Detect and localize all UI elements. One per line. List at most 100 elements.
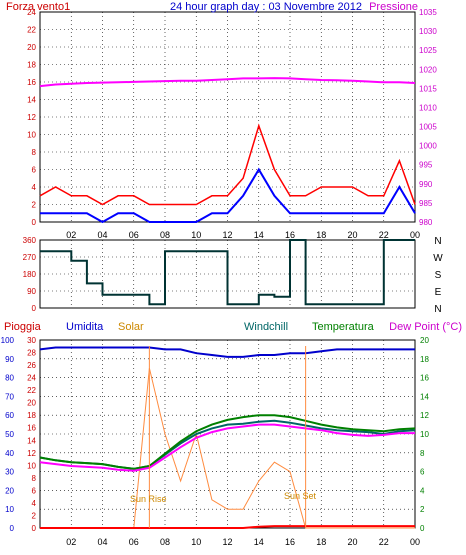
temperature-tick-label: 16 bbox=[420, 374, 429, 383]
humidity-axis: 0 10 20 30 40 50 60 70 80 90 100 bbox=[1, 336, 15, 533]
temperature-tick-label: 18 bbox=[420, 355, 429, 364]
wind-speed-tick-label: 16 bbox=[27, 78, 36, 87]
wind-speed-tick-label: 20 bbox=[27, 43, 36, 52]
wind-direction-degree-tick-label: 180 bbox=[23, 270, 37, 279]
compass-tick-label: E bbox=[435, 287, 442, 298]
x-tick-label: 18 bbox=[316, 230, 326, 240]
temperature-humidity-x-axis: 02 04 06 08 10 12 14 16 18 20 22 00 bbox=[66, 537, 420, 547]
rain-tick-label: 26 bbox=[27, 361, 36, 370]
x-tick-label: 06 bbox=[129, 537, 139, 547]
dewpoint-line bbox=[39, 423, 415, 472]
x-tick-label: 04 bbox=[97, 537, 107, 547]
direction-line bbox=[40, 239, 415, 306]
wind-speed-tick-label: 4 bbox=[32, 183, 37, 192]
humidity-line bbox=[39, 346, 415, 358]
pressure-tick-label: 980 bbox=[419, 218, 433, 227]
wind-speed-tick-label: 22 bbox=[27, 26, 36, 35]
rain-tick-label: 10 bbox=[27, 461, 36, 470]
temperature-tick-label: 0 bbox=[420, 524, 425, 533]
temperature-line bbox=[39, 414, 416, 470]
humidity-tick-label: 50 bbox=[5, 430, 14, 439]
wind-speed-tick-label: 2 bbox=[32, 201, 37, 210]
legend-dew-point: Dew Point (°C) bbox=[389, 321, 462, 333]
wind-speed-tick-label: 8 bbox=[32, 148, 37, 157]
rain-tick-label: 16 bbox=[27, 424, 36, 433]
wind-pressure-x-axis: 02 04 06 08 10 12 14 16 18 20 22 00 bbox=[66, 230, 420, 240]
temperature-axis: 0 2 4 6 8 10 12 14 16 18 20 bbox=[420, 336, 429, 533]
x-tick-label: 14 bbox=[254, 537, 264, 547]
wind-speed-tick-label: 14 bbox=[27, 96, 36, 105]
rain-tick-label: 18 bbox=[27, 411, 36, 420]
x-tick-label: 08 bbox=[160, 230, 170, 240]
humidity-tick-label: 40 bbox=[5, 449, 14, 458]
compass-tick-label: N bbox=[434, 304, 441, 315]
legend-solar: Solar bbox=[118, 321, 144, 333]
x-tick-label: 06 bbox=[129, 230, 139, 240]
sun-rise-label: Sun Rise bbox=[130, 494, 167, 504]
humidity-tick-label: 10 bbox=[5, 505, 14, 514]
temperature-tick-label: 10 bbox=[420, 430, 429, 439]
humidity-tick-label: 60 bbox=[5, 411, 14, 420]
chart-title: 24 hour graph day : 03 Novembre 2012 bbox=[170, 1, 362, 13]
x-tick-label: 22 bbox=[379, 230, 389, 240]
x-tick-label: 16 bbox=[285, 230, 295, 240]
pressure-tick-label: 1015 bbox=[419, 84, 437, 93]
temperature-tick-label: 14 bbox=[420, 392, 429, 401]
x-tick-label: 22 bbox=[379, 537, 389, 547]
pressure-tick-label: 1020 bbox=[419, 65, 437, 74]
x-tick-label: 10 bbox=[191, 230, 201, 240]
x-tick-label: 08 bbox=[160, 537, 170, 547]
temperature-tick-label: 6 bbox=[420, 468, 425, 477]
x-tick-label: 14 bbox=[254, 230, 264, 240]
humidity-tick-label: 70 bbox=[5, 392, 14, 401]
wind-direction-degree-tick-label: 360 bbox=[23, 236, 37, 245]
pressure-tick-label: 1025 bbox=[419, 46, 437, 55]
compass-tick-label: W bbox=[433, 253, 443, 264]
legend-pioggia: Pioggia bbox=[4, 321, 42, 333]
wind-speed-tick-label: 0 bbox=[32, 218, 37, 227]
legend: Pioggia Umidita Solar Windchill Temperat… bbox=[4, 321, 462, 333]
rain-tick-label: 24 bbox=[27, 374, 36, 383]
rain-tick-label: 4 bbox=[32, 499, 37, 508]
gust-line bbox=[39, 123, 416, 206]
rain-tick-label: 14 bbox=[27, 436, 36, 445]
compass-tick-label: S bbox=[435, 270, 442, 281]
pressure-tick-label: 990 bbox=[419, 180, 433, 189]
temperature-tick-label: 2 bbox=[420, 505, 425, 514]
temperature-tick-label: 12 bbox=[420, 411, 429, 420]
pressure-line bbox=[39, 77, 416, 88]
pressure-tick-label: 995 bbox=[419, 161, 433, 170]
rain-tick-label: 8 bbox=[32, 474, 37, 483]
pressure-tick-label: 1030 bbox=[419, 27, 437, 36]
humidity-tick-label: 90 bbox=[5, 355, 14, 364]
x-tick-label: 00 bbox=[410, 537, 420, 547]
rain-tick-label: 20 bbox=[27, 399, 36, 408]
wind-direction-degree-tick-label: 90 bbox=[27, 287, 36, 296]
wind-line bbox=[40, 167, 416, 224]
wind-direction-degree-tick-label: 270 bbox=[23, 253, 37, 262]
pressure-tick-label: 1005 bbox=[419, 123, 437, 132]
wind-pressure-series bbox=[39, 77, 416, 224]
wind-direction-series bbox=[40, 239, 415, 306]
pressure-tick-label: 1010 bbox=[419, 103, 437, 112]
x-tick-label: 18 bbox=[316, 537, 326, 547]
legend-windchill: Windchill bbox=[244, 321, 288, 333]
temperature-tick-label: 8 bbox=[420, 449, 425, 458]
x-tick-label: 00 bbox=[410, 230, 420, 240]
rain-tick-label: 2 bbox=[32, 511, 37, 520]
x-tick-label: 02 bbox=[66, 537, 76, 547]
wind-speed-tick-label: 24 bbox=[27, 8, 36, 17]
legend-temperatura: Temperatura bbox=[312, 321, 375, 333]
pressure-tick-label: 1035 bbox=[419, 8, 437, 17]
compass-tick-label: N bbox=[434, 236, 441, 247]
temperature-tick-label: 20 bbox=[420, 336, 429, 345]
x-tick-label: 12 bbox=[222, 537, 232, 547]
pressure-axis: 980 985 990 995 1000 1005 1010 1015 1020 1025 1030… bbox=[419, 8, 437, 227]
pressure-tick-label: 1000 bbox=[419, 142, 437, 151]
wind-speed-tick-label: 6 bbox=[32, 166, 37, 175]
